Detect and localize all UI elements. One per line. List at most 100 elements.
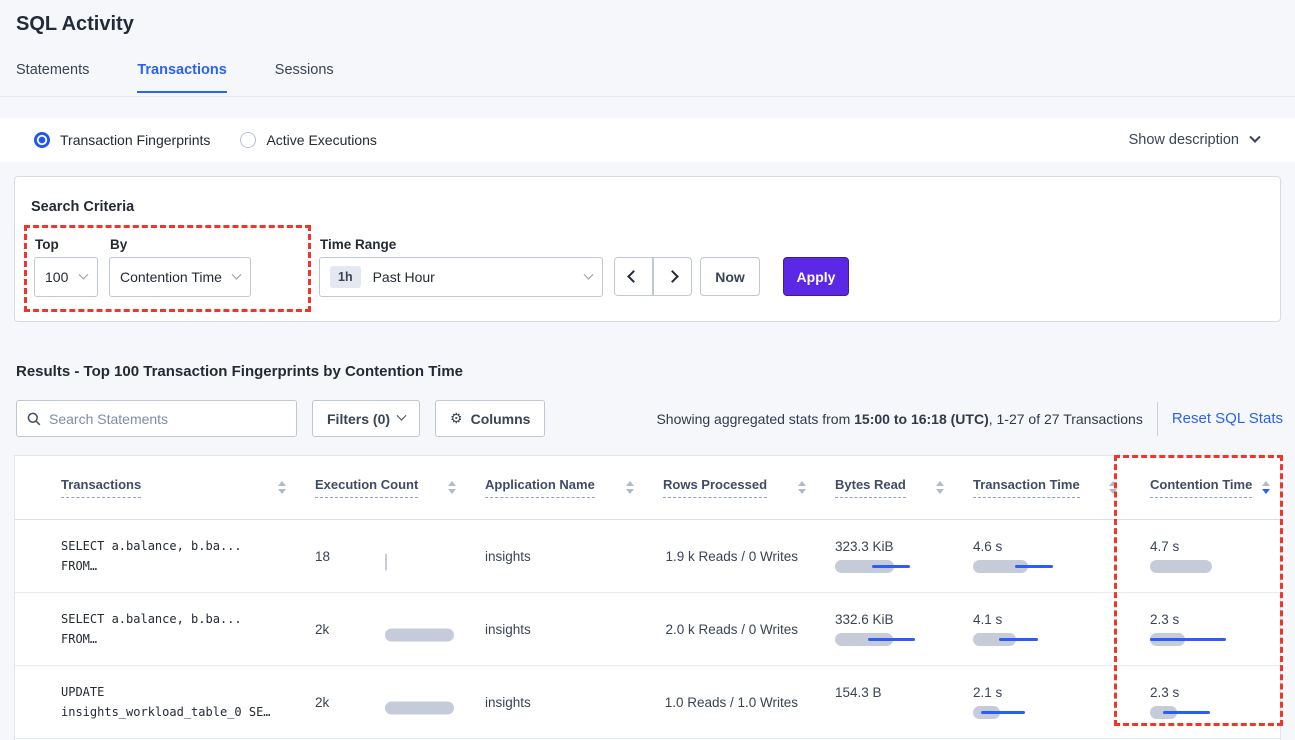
table-row: SELECT a.balance, b.ba... FROM… 18 insig… — [15, 520, 1280, 593]
view-toggle-band: Transaction Fingerprints Active Executio… — [0, 118, 1295, 162]
sort-icon — [448, 481, 456, 494]
search-statements-box — [16, 400, 297, 437]
by-select-value: Contention Time — [120, 269, 222, 285]
execution-count-bar — [385, 553, 465, 571]
chevron-left-icon — [627, 270, 640, 283]
transaction-time-bar — [973, 633, 1083, 646]
chevron-down-icon — [231, 269, 242, 280]
search-statements-input[interactable] — [49, 410, 286, 427]
filters-button[interactable]: Filters (0) — [312, 400, 421, 437]
time-range-select[interactable]: 1h Past Hour — [319, 257, 603, 297]
transactions-table: Transactions Execution Count Application… — [14, 455, 1281, 740]
time-nav-group — [614, 257, 692, 296]
execution-count-cell: 18 — [300, 520, 470, 592]
time-range-label: Time Range — [320, 237, 397, 252]
table-row: UPDATE insights_workload_table_0 SE… 2k … — [15, 666, 1280, 739]
transaction-time-bar — [973, 706, 1083, 719]
sort-icon — [1109, 481, 1117, 494]
chevron-down-icon — [78, 269, 89, 280]
chevron-down-icon — [1249, 131, 1261, 143]
time-range-value: Past Hour — [372, 269, 435, 285]
sort-desc-icon — [1262, 481, 1270, 494]
header-rows-processed[interactable]: Rows Processed — [648, 477, 820, 498]
tab-transactions[interactable]: Transactions — [137, 62, 227, 93]
reset-sql-stats-link[interactable]: Reset SQL Stats — [1171, 410, 1283, 427]
search-criteria-panel: Search Criteria Top 100 By Contention Ti… — [14, 176, 1281, 322]
filters-label: Filters (0) — [327, 410, 391, 427]
columns-button[interactable]: ⚙ Columns — [435, 400, 546, 437]
chevron-right-icon — [666, 270, 679, 283]
chevron-down-icon — [583, 269, 594, 280]
execution-count-cell: 2k — [300, 666, 470, 738]
previous-interval-button[interactable] — [614, 257, 653, 296]
header-application-name[interactable]: Application Name — [470, 477, 648, 498]
transaction-time-cell: 2.1 s — [958, 685, 1131, 719]
search-criteria-heading: Search Criteria — [31, 199, 135, 215]
top-label: Top — [35, 237, 59, 252]
sql-activity-tabs: Statements Transactions Sessions — [16, 62, 334, 93]
contention-time-bar — [1150, 560, 1260, 573]
next-interval-button[interactable] — [653, 257, 692, 296]
radio-label: Active Executions — [266, 132, 377, 148]
execution-count-bar — [385, 701, 465, 715]
page-title: SQL Activity — [16, 13, 134, 35]
rows-processed-cell: 1.9 k Reads / 0 Writes — [665, 548, 798, 564]
contention-time-cell: 2.3 s — [1131, 685, 1280, 719]
top-select[interactable]: 100 — [34, 257, 98, 297]
header-execution-count[interactable]: Execution Count — [300, 477, 470, 498]
header-transactions[interactable]: Transactions — [47, 477, 300, 498]
table-header-row: Transactions Execution Count Application… — [15, 456, 1280, 520]
radio-active-executions[interactable]: Active Executions — [240, 132, 377, 148]
header-transaction-time[interactable]: Transaction Time — [958, 477, 1131, 498]
rows-processed-cell: 2.0 k Reads / 0 Writes — [665, 621, 798, 637]
rows-processed-cell: 1.0 Reads / 1.0 Writes — [664, 694, 798, 710]
application-name-cell: insights — [485, 694, 531, 710]
header-bytes-read[interactable]: Bytes Read — [820, 477, 958, 498]
by-select[interactable]: Contention Time — [109, 257, 251, 297]
tab-statements[interactable]: Statements — [16, 62, 90, 78]
apply-button[interactable]: Apply — [783, 257, 849, 296]
columns-label: Columns — [470, 410, 531, 427]
bytes-read-cell: 154.3 B — [835, 685, 882, 700]
now-button[interactable]: Now — [700, 257, 760, 296]
table-row: SELECT a.balance, b.ba... FROM… 2k insig… — [15, 593, 1280, 666]
transaction-time-cell: 4.1 s — [958, 612, 1131, 646]
header-contention-time-sorted-desc[interactable]: Contention Time — [1131, 477, 1280, 498]
search-icon — [27, 412, 41, 425]
execution-count-cell: 2k — [300, 593, 470, 665]
show-description-toggle[interactable]: Show description — [1128, 131, 1261, 148]
sort-icon — [936, 481, 944, 494]
bytes-read-bar — [835, 560, 945, 573]
radio-selected-icon — [34, 132, 50, 148]
radio-label: Transaction Fingerprints — [60, 132, 211, 148]
transaction-fingerprint-link[interactable]: SELECT a.balance, b.ba... FROM… — [61, 539, 242, 573]
bytes-read-cell: 332.6 KiB — [820, 612, 958, 646]
gear-icon: ⚙ — [450, 410, 463, 426]
show-description-label: Show description — [1128, 132, 1239, 148]
view-toggle-group: Transaction Fingerprints Active Executio… — [34, 132, 377, 148]
sort-icon — [278, 481, 286, 494]
transaction-time-cell: 4.6 s — [958, 539, 1131, 573]
application-name-cell: insights — [485, 621, 531, 637]
transaction-fingerprint-link[interactable]: UPDATE insights_workload_table_0 SE… — [61, 685, 271, 719]
contention-time-bar — [1150, 633, 1260, 646]
transaction-fingerprint-link[interactable]: SELECT a.balance, b.ba... FROM… — [61, 612, 242, 646]
stats-time-range: 15:00 to 16:18 (UTC) — [854, 410, 989, 427]
by-label: By — [110, 237, 128, 252]
radio-transaction-fingerprints[interactable]: Transaction Fingerprints — [34, 132, 210, 148]
application-name-cell: insights — [485, 548, 531, 564]
contention-time-cell: 4.7 s — [1131, 539, 1280, 573]
results-heading: Results - Top 100 Transaction Fingerprin… — [16, 363, 464, 380]
sort-icon — [798, 481, 806, 494]
sort-icon — [626, 481, 634, 494]
vertical-divider — [1156, 401, 1158, 436]
tab-sessions[interactable]: Sessions — [274, 62, 334, 78]
bytes-read-bar — [835, 633, 945, 646]
time-range-badge: 1h — [330, 266, 361, 288]
results-controls-row: Filters (0) ⚙ Columns Showing aggregated… — [16, 400, 1283, 437]
tabs-divider — [0, 96, 1295, 97]
chevron-down-icon — [396, 410, 407, 421]
contention-time-bar — [1150, 706, 1260, 719]
transaction-time-bar — [973, 560, 1083, 573]
top-select-value: 100 — [45, 269, 69, 285]
